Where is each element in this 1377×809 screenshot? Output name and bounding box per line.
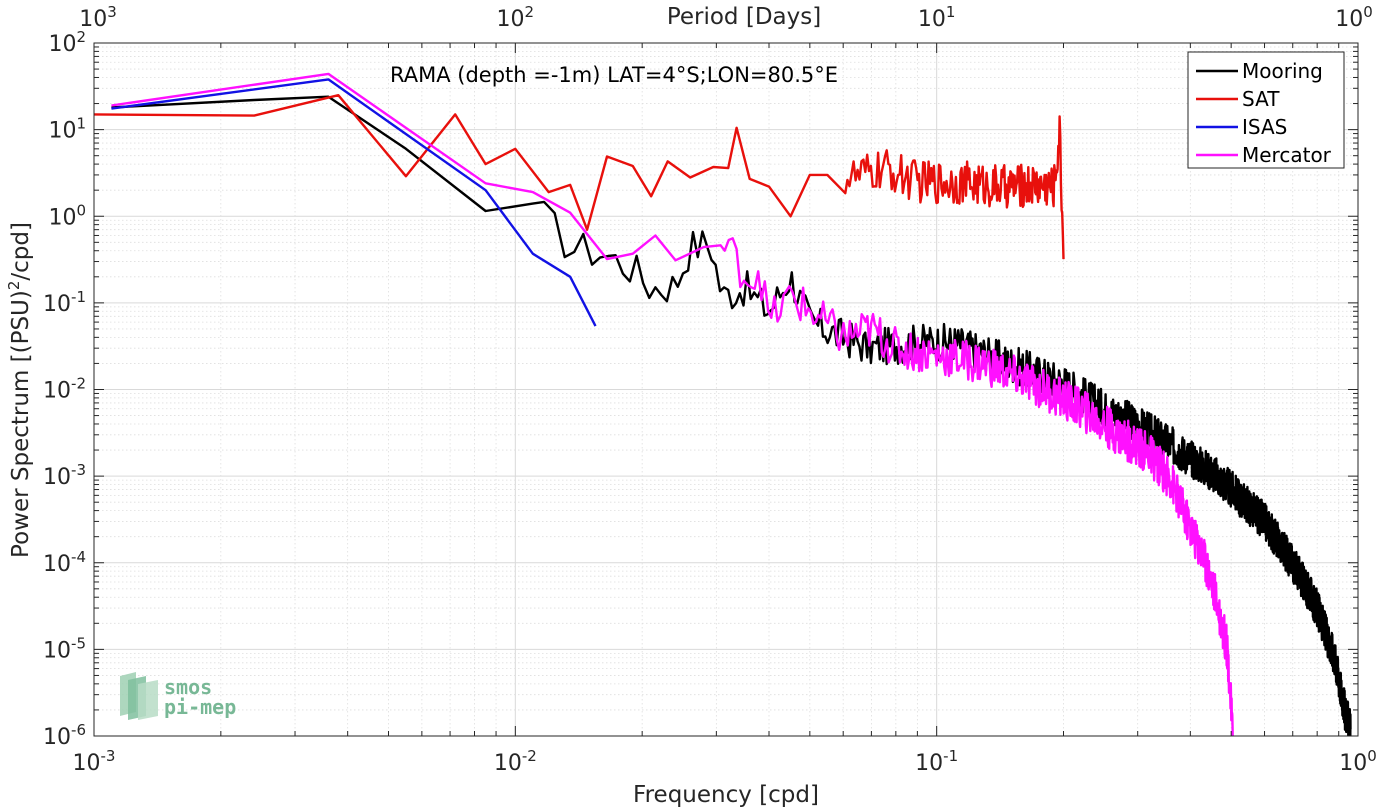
- series-layer: [94, 72, 1352, 736]
- logo-line1: smos: [164, 675, 212, 699]
- top-tick-label: 102: [497, 3, 535, 32]
- x-tick-label: 10-1: [915, 747, 958, 776]
- y-tick-label: 10-1: [43, 288, 86, 317]
- tick-marks: [93, 42, 1359, 737]
- minor-grid: [94, 43, 1358, 736]
- series-line-sat: [94, 94, 1065, 260]
- y-tick-label: 100: [48, 201, 86, 230]
- x-axis-label: Frequency [cpd]: [633, 782, 819, 808]
- series-line-mooring: [111, 95, 1352, 736]
- logo-shape-3: [138, 680, 158, 720]
- top-axis-label: Period [Days]: [667, 4, 821, 30]
- legend-label-isas: ISAS: [1242, 115, 1287, 139]
- y-axis-label-prefix: Power Spectrum [(PSU): [8, 290, 34, 558]
- y-tick-label: 10-2: [43, 375, 86, 404]
- y-tick-label: 10-4: [43, 548, 86, 577]
- chart-title: RAMA (depth =-1m) LAT=4°S;LON=80.5°E: [390, 63, 838, 87]
- x-tick-label: 100: [1339, 747, 1377, 776]
- top-tick-label: 100: [1335, 3, 1373, 32]
- legend-label-mercator: Mercator: [1242, 143, 1332, 167]
- logo-line2: pi-mep: [164, 695, 236, 719]
- y-axis-label-suffix: /cpd]: [8, 222, 34, 281]
- smos-pi-mep-logo: smos pi-mep: [120, 672, 236, 720]
- x-tick-label: 10-2: [494, 747, 537, 776]
- y-axis-label-sup: 2: [5, 281, 23, 291]
- legend: Mooring SAT ISAS Mercator: [1187, 51, 1345, 169]
- x-tick-label: 10-3: [73, 747, 116, 776]
- y-tick-label: 10-3: [43, 461, 86, 490]
- y-axis-label: Power Spectrum [(PSU)2/cpd]: [5, 222, 34, 558]
- legend-label-mooring: Mooring: [1242, 59, 1323, 83]
- y-tick-label: 10-6: [43, 721, 86, 750]
- top-tick-label: 101: [918, 3, 956, 32]
- legend-label-sat: SAT: [1242, 87, 1280, 111]
- series-line-isas: [111, 78, 597, 327]
- y-tick-label: 102: [48, 28, 86, 57]
- y-tick-label: 101: [48, 115, 86, 144]
- series-line-mercator: [111, 72, 1234, 736]
- top-tick-label: 103: [79, 3, 117, 32]
- y-tick-label: 10-5: [43, 634, 86, 663]
